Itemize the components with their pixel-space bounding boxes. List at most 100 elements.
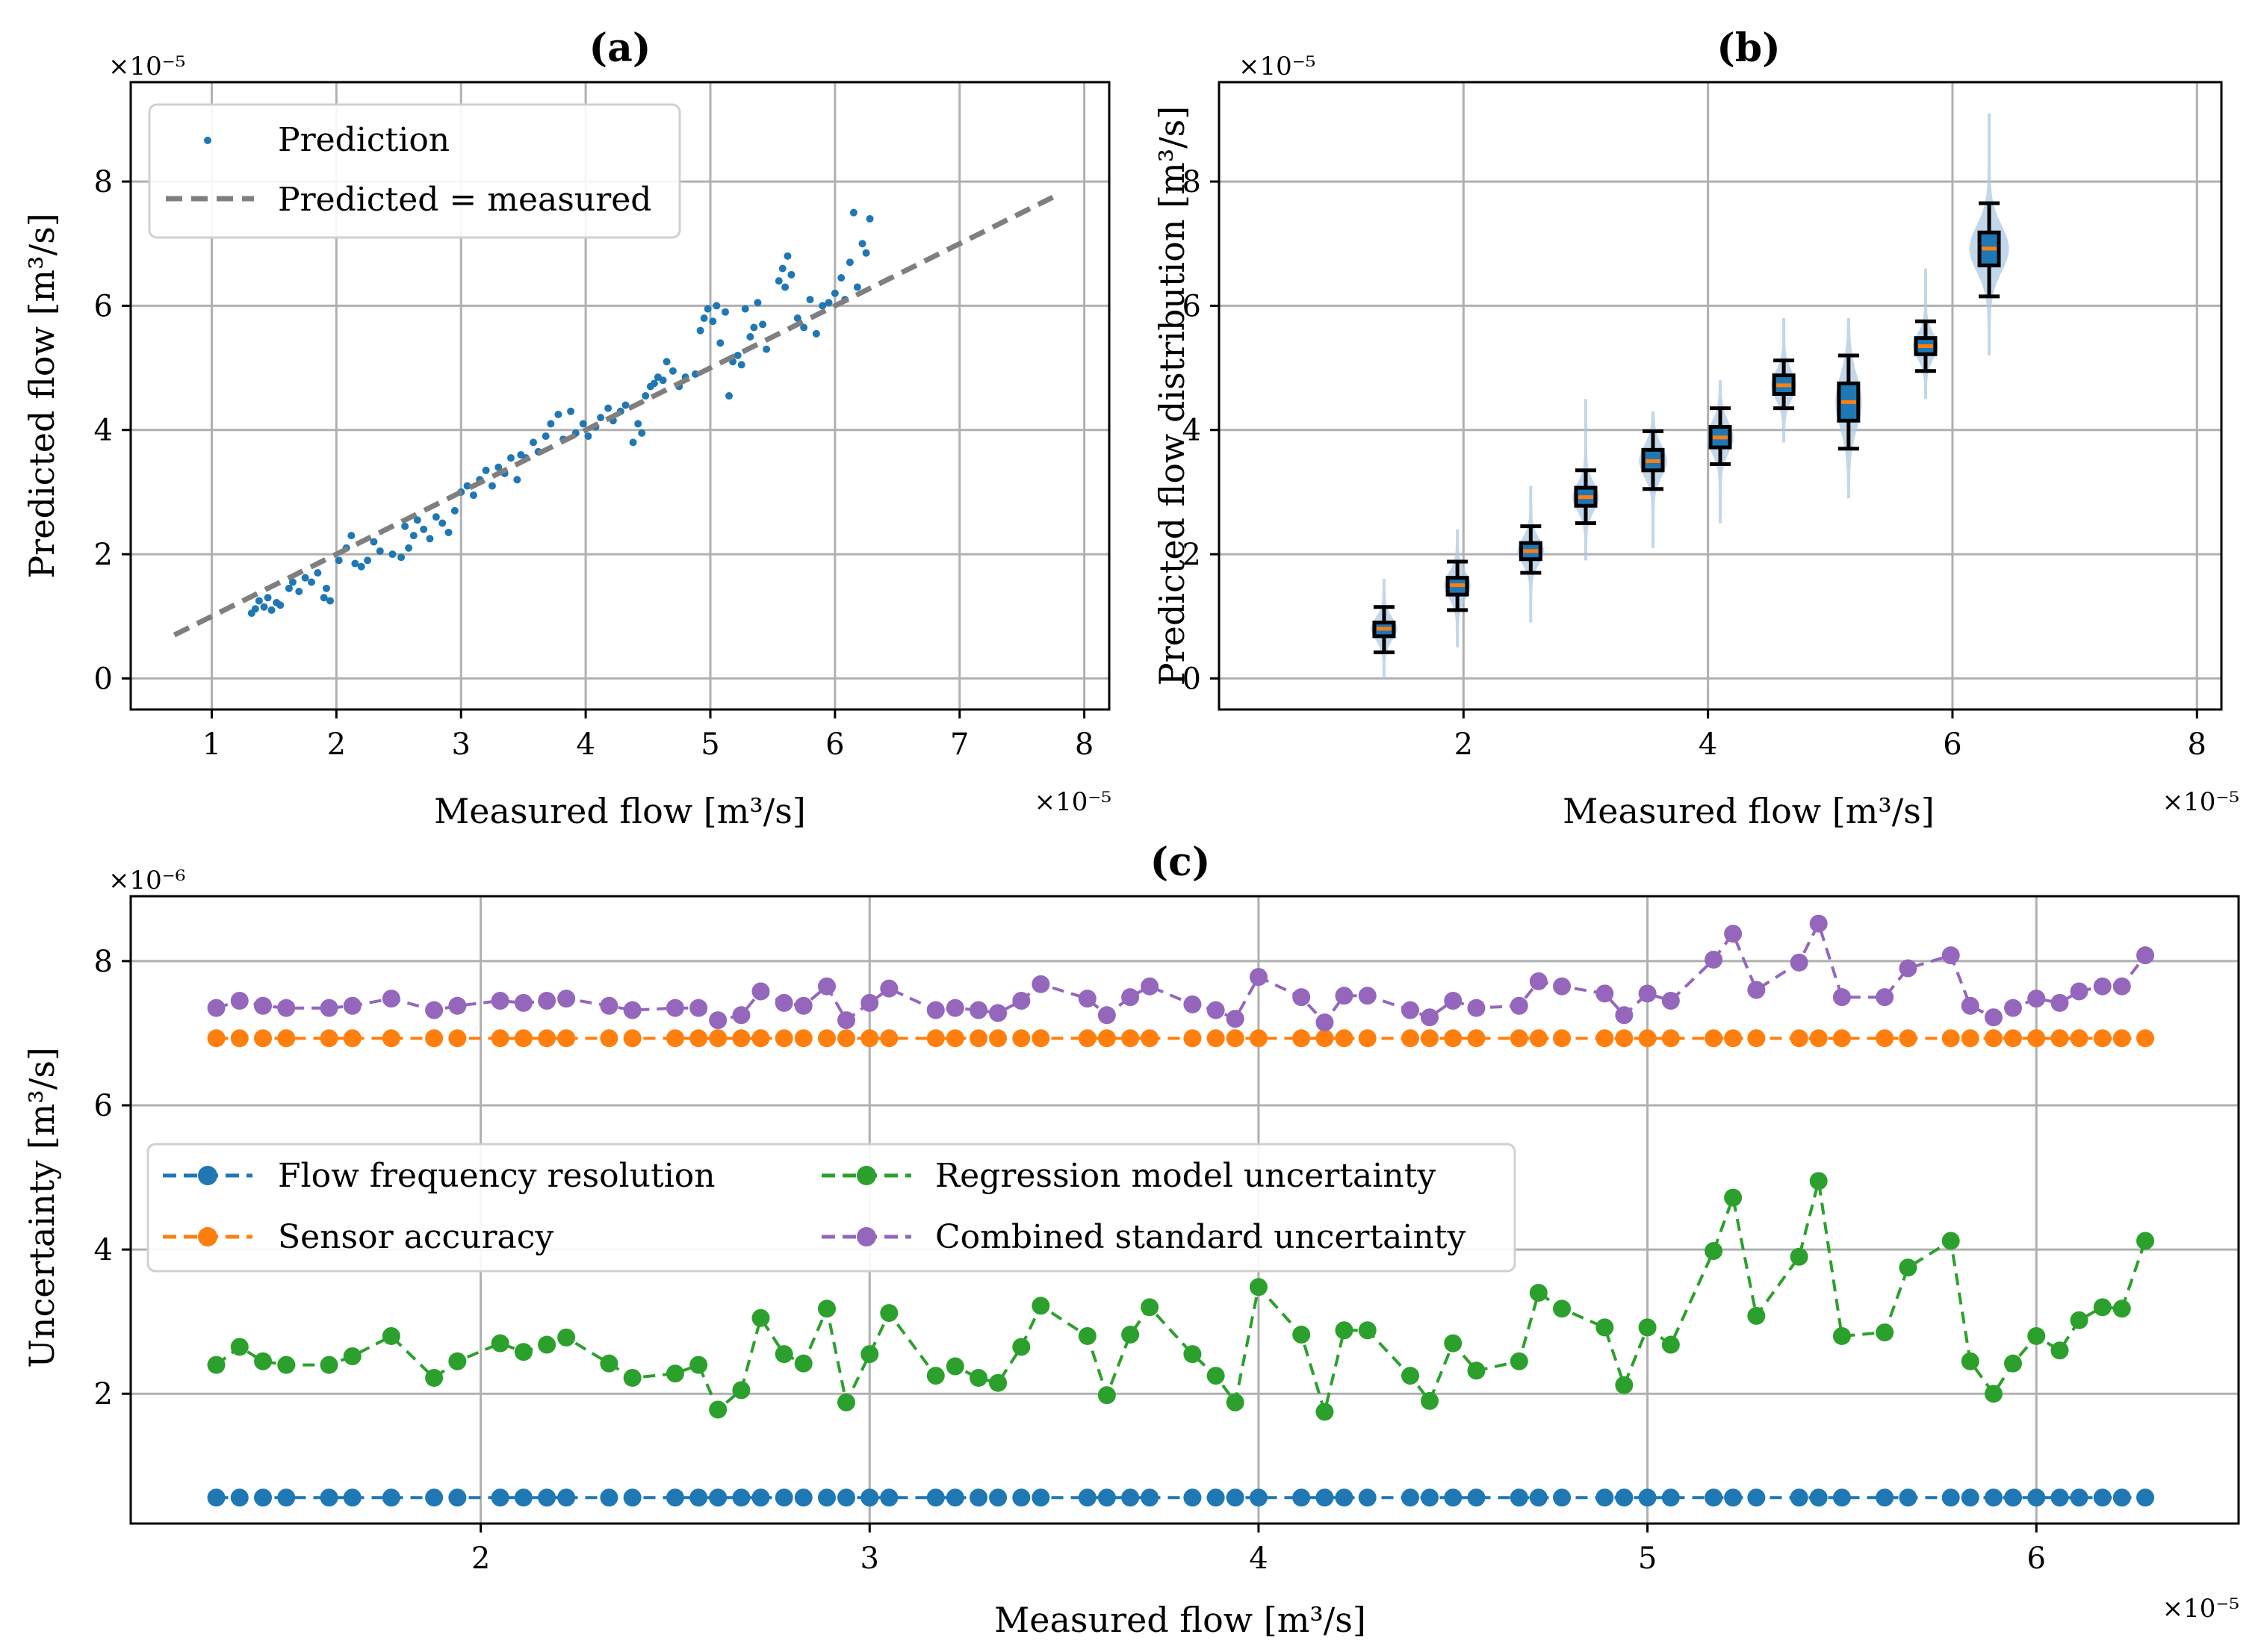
prediction-point [650,379,658,388]
series-point [926,1488,945,1507]
series-point [2027,990,2046,1008]
series-point [1510,1029,1528,1048]
series-point [817,1029,836,1048]
series-point [491,1334,509,1353]
series-point [448,1029,467,1048]
series-point [817,1488,836,1507]
series-point [689,1029,708,1048]
series-point [1529,972,1548,990]
series-point [2112,1488,2131,1507]
series-point [1941,1232,1960,1250]
series-point [1790,1488,1808,1507]
prediction-point [370,538,378,546]
series-point [1984,1029,2003,1048]
prediction-point [754,299,762,307]
prediction-point [725,392,733,400]
series-point [837,1011,856,1030]
series-point [1705,1242,1723,1261]
series-point [794,996,813,1015]
series-point [1249,1029,1268,1048]
prediction-point [733,351,742,359]
series-point [1832,1488,1851,1507]
series-point [1529,1284,1548,1302]
panel-c-y-multiplier: ×10⁻⁶ [108,866,185,895]
prediction-point [469,491,477,500]
prediction-point [542,432,550,441]
series-point [1615,1006,1634,1025]
prediction-point [357,562,365,571]
series-point [709,1488,728,1507]
series-point [751,982,770,1001]
series-point [1705,1029,1723,1048]
series-point [1292,1029,1311,1048]
prediction-point [506,454,515,462]
prediction-point [397,553,406,562]
series-point [343,1488,362,1507]
series-point [320,1356,338,1374]
series-point [1183,995,1202,1013]
prediction-point [638,429,646,437]
panel-a-y-label: Predicted flow [m³/s] [22,213,62,578]
prediction-point [376,547,384,555]
series-point [2136,1029,2155,1048]
series-point [689,1488,708,1507]
series-point [989,1373,1008,1392]
series-point [1401,1029,1419,1048]
y-tick-label: 4 [1182,414,1201,448]
prediction-point [307,578,315,586]
y-tick-label: 6 [94,289,113,323]
series-point [1335,987,1353,1005]
series-point [970,1001,988,1019]
panel-b-marks [1371,113,2009,679]
prediction-point [700,314,708,323]
prediction-point [862,249,870,257]
series-point [1292,988,1311,1007]
series-point [1467,1029,1486,1048]
y-tick-label: 8 [94,165,113,199]
series-point [1315,1488,1334,1507]
prediction-point [806,296,814,304]
series-point [1832,988,1851,1007]
series-point [557,1328,576,1347]
y-tick-label: 2 [1182,538,1201,572]
series-point [1705,1488,1723,1507]
legend-sensor-accuracy-label: Sensor accuracy [278,1218,553,1256]
series-point [1724,1188,1743,1207]
prediction-point [547,420,555,428]
series-point [1226,1029,1244,1048]
series-point [2112,1299,2131,1318]
panel-a-title: (a) [589,25,651,71]
series-point [1249,1278,1268,1297]
series-point [1121,1488,1140,1507]
series-point [448,1488,467,1507]
y-tick-label: 6 [94,1089,113,1123]
series-point [2093,1029,2112,1048]
series-point [1121,1326,1140,1344]
panel-b-ticks: 2 4 6 8 0 2 4 6 8 [1182,165,2206,762]
series-point [1183,1488,1202,1507]
prediction-point [800,323,808,332]
series-point [2027,1029,2046,1048]
series-point [1097,1029,1116,1048]
series-point [1467,999,1486,1017]
panel-a-marks [173,191,1061,638]
series-point [1315,1403,1334,1421]
series-point [775,1029,793,1048]
panel-c-x-multiplier: ×10⁻⁵ [2162,1594,2239,1624]
prediction-point [438,519,447,527]
series-point [1141,1029,1159,1048]
series-point [1809,1029,1828,1048]
series-point [732,1381,751,1400]
series-point [1941,1029,1960,1048]
series-point [514,1343,533,1361]
series-point [1899,1488,1917,1507]
legend-regression-marker [857,1166,876,1185]
series-point [1790,953,1808,972]
series-point [1595,984,1614,1003]
series-point [623,1368,642,1387]
legend-prediction-label: Prediction [278,121,450,159]
series-point [2050,1029,2069,1048]
series-point [1984,1488,2003,1507]
series-point [1724,1488,1743,1507]
series-point [1809,914,1828,933]
